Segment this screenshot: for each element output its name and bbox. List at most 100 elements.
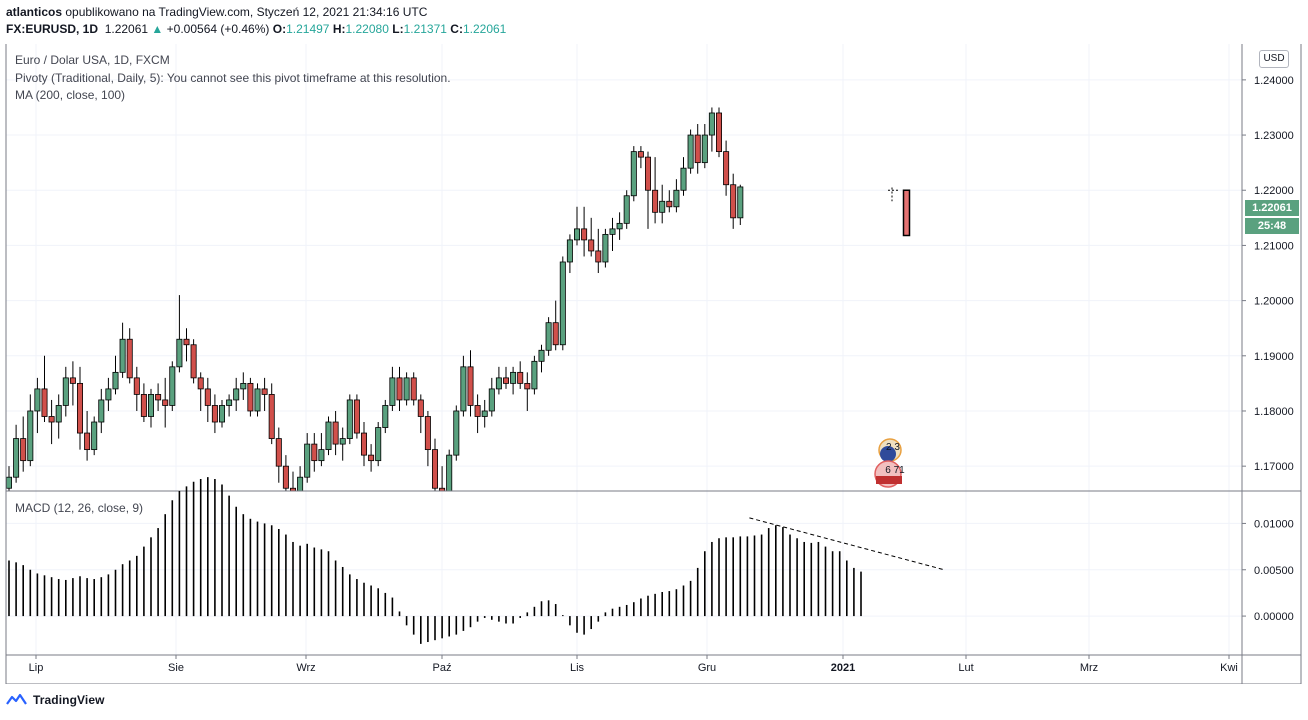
candle-body [403,377,410,401]
candle-body [133,377,140,395]
bar-countdown-label: 25:48 [1245,218,1299,234]
time-axis-label: Lip [29,662,44,674]
price-axis-label: 0.00500 [1254,565,1294,577]
candle-body [474,405,481,417]
candle-body [254,388,261,412]
event-count-bottom: 6 71 [885,465,905,476]
candle-body [69,377,76,384]
candle-body [673,189,680,208]
candle-body [325,421,332,451]
projection-box [902,189,911,237]
chart-canvas[interactable]: 2 3 6 71 1.17000 1.18000 1.19000 1.20000 1.210… [0,44,1308,684]
currency-button[interactable]: USD [1259,50,1289,68]
candle-body [737,186,744,219]
candle-body [637,151,644,158]
candle-body [368,454,375,462]
candle-body [304,443,311,478]
candle-body [169,366,176,406]
candle-body [446,454,453,491]
candle-body [6,476,12,489]
legend-pivots[interactable]: Pivoty (Traditional, Daily, 5): You cann… [15,70,451,85]
candle-body [311,443,318,462]
published-text: opublikowano na TradingView.com, Styczeń… [65,5,428,19]
price-axis-label: 1.24000 [1254,75,1294,87]
candle-body [701,134,708,164]
candle-body [34,388,41,412]
candle-body [510,371,517,384]
candle-body [218,405,225,423]
macd-legend[interactable]: MACD (12, 26, close, 9) [15,501,144,515]
high-label: H: [332,22,346,36]
candle-body [297,476,304,491]
low-label: L: [392,22,404,36]
candle-body [41,388,48,417]
candle-body [332,421,339,445]
footer-brand[interactable]: TradingView [6,693,105,707]
candle-body [524,382,531,390]
candle-body [119,338,126,373]
time-axis-label: Lut [958,662,973,674]
candle-body [140,394,147,417]
candle-body [609,228,616,235]
candle-body [211,405,218,423]
candle-body [417,399,424,417]
candle-body [723,151,730,186]
candle-body [517,371,524,384]
macd-trendline [749,517,945,571]
candle-body [77,382,84,434]
legend-ma[interactable]: MA (200, close, 100) [15,88,126,102]
time-axis-label: Mrz [1080,662,1098,674]
open-value: 1.21497 [286,22,330,36]
author-name[interactable]: atlanticos [6,5,63,19]
candle-body [495,377,502,390]
brand-name: TradingView [33,693,105,707]
candle-body [112,371,119,390]
candle-body [531,360,538,390]
candle-body [183,338,190,346]
main-legend: Euro / Dolar USA, 1D, FXCM Pivoty (Tradi… [15,52,451,105]
candle-body [545,322,552,351]
candle-body [48,416,55,423]
close-value: 1.22061 [462,22,507,36]
candle-body [162,399,169,406]
price-axis-label: 1.18000 [1254,406,1294,418]
candle-body [346,399,353,439]
candle-body [716,112,723,153]
price-axis-label: 1.17000 [1254,461,1294,473]
last-value: 1.22061 [104,22,149,36]
candle-body [282,465,289,489]
price-axis-label: 0.00000 [1254,611,1294,623]
candle-body [694,134,701,164]
candle-body [20,438,27,462]
candle-body [147,394,154,417]
time-axis-label: Kwi [1220,662,1238,674]
candle-body [467,366,474,406]
candle-body [574,228,581,241]
event-badges: 2 3 6 71 [874,438,905,488]
candle-body [659,200,666,213]
candle-body [552,322,559,346]
symbol-label: FX:EURUSD, 1D [6,22,99,36]
publish-line: atlanticos opublikowano na TradingView.c… [6,4,506,21]
candle-body [275,438,282,467]
candle-body [204,388,211,406]
candle-body [91,421,98,451]
legend-title[interactable]: Euro / Dolar USA, 1D, FXCM [15,53,170,67]
candle-body [566,239,573,263]
high-value: 1.22080 [345,22,389,36]
candle-body [27,410,34,462]
candle-body [360,432,367,456]
candle-body [389,377,396,406]
candle-body [197,377,204,390]
time-axis-label: Paź [433,662,452,674]
time-axis-label: Sie [168,662,184,674]
candle-body [353,399,360,434]
candle-body [502,377,509,384]
price-axis-label: 1.19000 [1254,351,1294,363]
candle-body [289,487,296,491]
candle-body [55,405,62,423]
price-axis-label: 0.01000 [1254,518,1294,530]
candle-body [424,416,431,451]
candle-body [240,382,247,390]
open-label: O: [272,22,287,36]
